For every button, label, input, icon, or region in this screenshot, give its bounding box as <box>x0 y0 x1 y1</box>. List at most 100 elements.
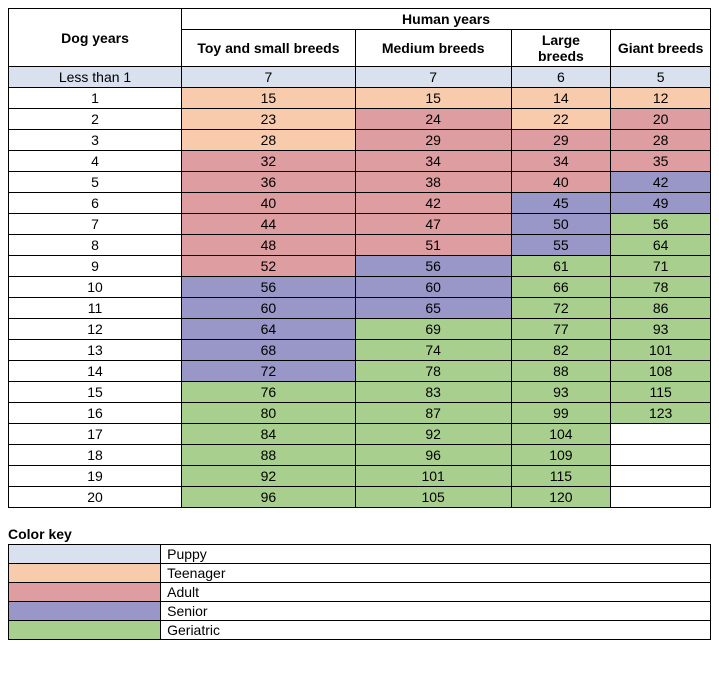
table-cell: 68 <box>182 340 356 361</box>
table-cell: 56 <box>355 256 511 277</box>
table-cell: 34 <box>355 151 511 172</box>
table-cell: 7 <box>355 67 511 88</box>
row-label: 20 <box>9 487 182 508</box>
table-cell: 56 <box>182 277 356 298</box>
table-cell: 35 <box>611 151 711 172</box>
row-label: 10 <box>9 277 182 298</box>
table-cell: 7 <box>182 67 356 88</box>
table-cell: 48 <box>182 235 356 256</box>
color-key-title: Color key <box>8 526 711 542</box>
legend-row: Puppy <box>9 545 711 564</box>
legend-row: Geriatric <box>9 621 711 640</box>
table-cell: 38 <box>355 172 511 193</box>
row-label: 15 <box>9 382 182 403</box>
table-cell: 76 <box>182 382 356 403</box>
row-label: 4 <box>9 151 182 172</box>
legend-label: Adult <box>161 583 711 602</box>
table-row: 536384042 <box>9 172 711 193</box>
legend-swatch <box>9 621 161 640</box>
table-cell: 120 <box>511 487 611 508</box>
legend-label: Geriatric <box>161 621 711 640</box>
table-row: 1056606678 <box>9 277 711 298</box>
row-label: 5 <box>9 172 182 193</box>
table-cell: 29 <box>355 130 511 151</box>
table-cell: 29 <box>511 130 611 151</box>
table-cell: 92 <box>182 466 356 487</box>
table-cell: 6 <box>511 67 611 88</box>
table-cell: 123 <box>611 403 711 424</box>
row-label: 7 <box>9 214 182 235</box>
table-cell: 49 <box>611 193 711 214</box>
table-cell: 24 <box>355 109 511 130</box>
table-cell: 65 <box>355 298 511 319</box>
table-cell: 108 <box>611 361 711 382</box>
row-label: 1 <box>9 88 182 109</box>
table-cell: 104 <box>511 424 611 445</box>
table-cell: 78 <box>611 277 711 298</box>
table-cell: 34 <box>511 151 611 172</box>
row-label: 13 <box>9 340 182 361</box>
table-cell: 82 <box>511 340 611 361</box>
table-cell: 50 <box>511 214 611 235</box>
table-cell: 72 <box>182 361 356 382</box>
table-cell: 74 <box>355 340 511 361</box>
column-header: Large breeds <box>511 30 611 67</box>
table-cell: 51 <box>355 235 511 256</box>
table-cell: 87 <box>355 403 511 424</box>
row-header-title: Dog years <box>9 9 182 67</box>
table-cell: 45 <box>511 193 611 214</box>
legend-swatch <box>9 545 161 564</box>
table-row: 14727888108 <box>9 361 711 382</box>
table-cell: 69 <box>355 319 511 340</box>
table-cell <box>611 466 711 487</box>
row-label: 19 <box>9 466 182 487</box>
table-body: Less than 177651151514122232422203282929… <box>9 67 711 508</box>
table-cell: 88 <box>182 445 356 466</box>
table-cell: 40 <box>511 172 611 193</box>
table-row: 848515564 <box>9 235 711 256</box>
table-cell: 28 <box>182 130 356 151</box>
row-label: 18 <box>9 445 182 466</box>
table-cell: 36 <box>182 172 356 193</box>
table-cell: 99 <box>511 403 611 424</box>
table-cell: 92 <box>355 424 511 445</box>
table-row: Less than 17765 <box>9 67 711 88</box>
table-cell: 64 <box>611 235 711 256</box>
table-cell: 20 <box>611 109 711 130</box>
row-label: 14 <box>9 361 182 382</box>
table-row: 13687482101 <box>9 340 711 361</box>
table-row: 744475056 <box>9 214 711 235</box>
row-label: 12 <box>9 319 182 340</box>
table-cell: 93 <box>611 319 711 340</box>
legend-swatch <box>9 564 161 583</box>
table-cell: 55 <box>511 235 611 256</box>
table-cell: 14 <box>511 88 611 109</box>
row-label: 16 <box>9 403 182 424</box>
table-row: 115151412 <box>9 88 711 109</box>
table-cell: 15 <box>182 88 356 109</box>
row-label: 2 <box>9 109 182 130</box>
legend-swatch <box>9 583 161 602</box>
table-row: 178492104 <box>9 424 711 445</box>
row-label: 6 <box>9 193 182 214</box>
table-cell: 56 <box>611 214 711 235</box>
table-cell: 105 <box>355 487 511 508</box>
table-cell: 77 <box>511 319 611 340</box>
row-label: 11 <box>9 298 182 319</box>
table-row: 432343435 <box>9 151 711 172</box>
table-cell: 60 <box>182 298 356 319</box>
legend-label: Teenager <box>161 564 711 583</box>
table-cell <box>611 424 711 445</box>
table-cell: 64 <box>182 319 356 340</box>
table-row: 640424549 <box>9 193 711 214</box>
legend-label: Puppy <box>161 545 711 564</box>
table-cell: 60 <box>355 277 511 298</box>
table-cell: 101 <box>355 466 511 487</box>
table-header: Dog years Human years Toy and small bree… <box>9 9 711 67</box>
table-cell: 109 <box>511 445 611 466</box>
table-cell: 96 <box>355 445 511 466</box>
table-row: 223242220 <box>9 109 711 130</box>
legend-swatch <box>9 602 161 621</box>
color-key-table: Puppy Teenager Adult Senior Geriatric <box>8 544 711 640</box>
column-header: Medium breeds <box>355 30 511 67</box>
